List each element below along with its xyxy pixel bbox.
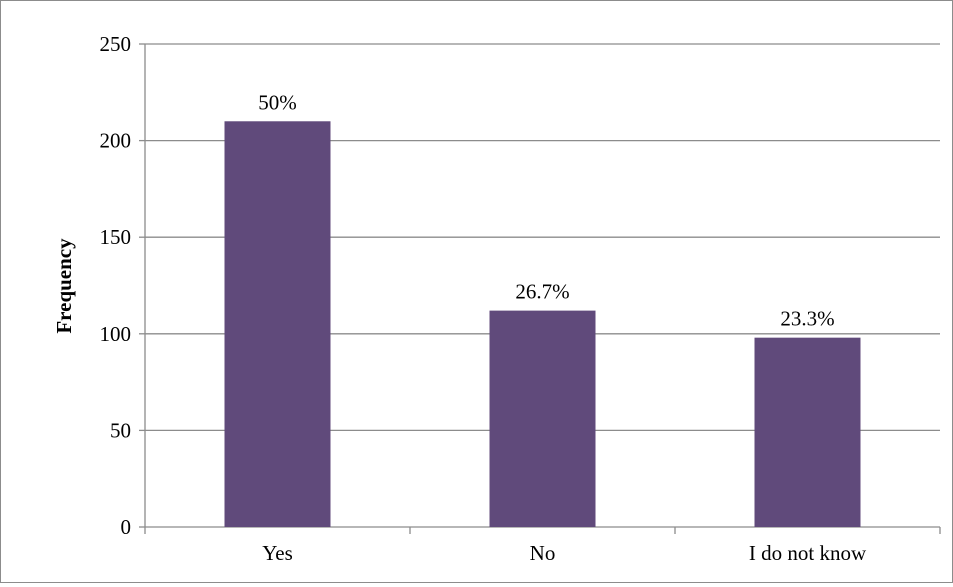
y-tick-label: 200: [100, 129, 132, 153]
x-tick-label: Yes: [262, 541, 293, 565]
y-tick-label: 100: [100, 322, 132, 346]
bar-i-do-not-know: [754, 337, 861, 527]
x-tick-label: I do not know: [749, 541, 867, 565]
x-tick-label: No: [530, 541, 556, 565]
y-tick-label: 150: [100, 225, 132, 249]
tick-labels: 0 50 100 150 200 250 Yes No I do not know: [100, 32, 867, 565]
y-axis-label: Frequency: [52, 238, 76, 334]
data-label: 50%: [258, 90, 297, 114]
y-tick-label: 0: [121, 515, 132, 539]
bar-no: [489, 310, 596, 527]
y-tick-label: 250: [100, 32, 132, 56]
data-label: 23.3%: [780, 307, 834, 331]
bars: [224, 121, 861, 527]
y-tick-label: 50: [110, 418, 131, 442]
data-label: 26.7%: [515, 280, 569, 304]
bar-yes: [224, 121, 331, 527]
data-labels: 50% 26.7% 23.3%: [258, 90, 834, 330]
